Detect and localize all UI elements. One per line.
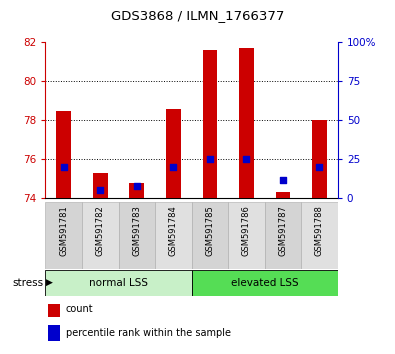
Bar [45,202,82,269]
Text: normal LSS: normal LSS [89,278,148,288]
Bar [155,202,192,269]
Bar [239,48,254,198]
Bar [56,110,71,198]
Bar [301,202,338,269]
Bar [82,202,118,269]
Bar [192,202,228,269]
Point [134,183,140,189]
Text: GSM591783: GSM591783 [132,205,141,256]
Point [280,177,286,182]
Bar [48,325,60,341]
Bar [45,270,192,296]
Bar [118,202,155,269]
Bar [166,109,181,198]
Bar [130,183,144,198]
Text: GSM591786: GSM591786 [242,205,251,256]
Text: GSM591781: GSM591781 [59,205,68,256]
Point [243,156,250,162]
Point [60,164,67,170]
Bar [312,120,327,198]
Point [316,164,323,170]
Point [170,164,177,170]
Text: GSM591787: GSM591787 [278,205,288,256]
Bar [265,202,301,269]
Text: GSM591784: GSM591784 [169,205,178,256]
Text: ▶: ▶ [46,278,53,287]
Point [97,188,103,193]
Text: elevated LSS: elevated LSS [231,278,299,288]
Point [207,156,213,162]
Bar [228,202,265,269]
Bar [192,270,338,296]
Bar [48,301,60,317]
Text: stress: stress [12,278,43,288]
Text: GDS3868 / ILMN_1766377: GDS3868 / ILMN_1766377 [111,9,284,22]
Text: GSM591785: GSM591785 [205,205,214,256]
Bar [93,173,107,198]
Bar [203,50,217,198]
Text: percentile rank within the sample: percentile rank within the sample [66,328,231,338]
Text: GSM591782: GSM591782 [96,205,105,256]
Bar [276,193,290,198]
Text: GSM591788: GSM591788 [315,205,324,256]
Text: count: count [66,304,94,314]
